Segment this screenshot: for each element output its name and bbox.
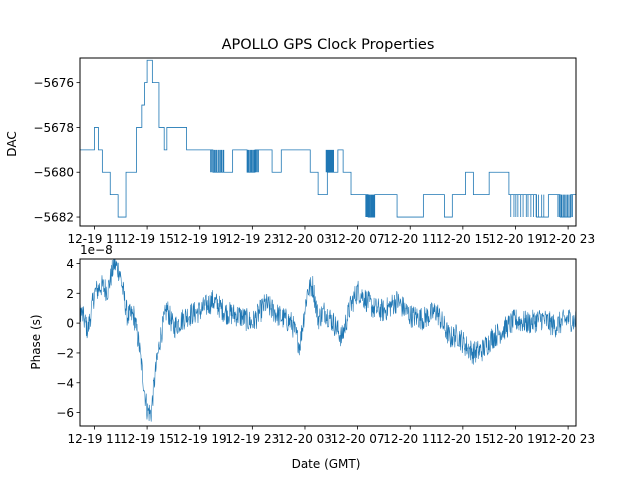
dac-dither-segment — [210, 149, 225, 173]
phase-y-tick-label: −4 — [56, 376, 74, 390]
dac-x-tick-label: 12-20 23 — [541, 232, 595, 246]
dac-y-axis-label: DAC — [5, 131, 19, 156]
dac-x-tick-label: 12-20 15 — [436, 232, 490, 246]
phase-y-tick-label: −6 — [56, 406, 74, 420]
phase-y-tick-label: 4 — [66, 257, 74, 271]
phase-series — [79, 258, 577, 422]
dac-plot-frame — [79, 57, 577, 227]
dac-line — [80, 59, 577, 218]
dac-x-tick-label: 12-20 11 — [383, 232, 437, 246]
dac-subplot: APOLLO GPS Clock Properties −5676−5678−5… — [5, 37, 595, 246]
phase-x-tick-label: 12-20 11 — [383, 432, 437, 446]
dac-y-tick-label: −5676 — [33, 76, 74, 90]
phase-x-tick-label: 12-20 03 — [278, 432, 332, 446]
dac-x-tick-label: 12-19 19 — [173, 232, 227, 246]
dac-dither-segment — [510, 194, 545, 218]
dac-x-tick-label: 12-19 15 — [120, 232, 174, 246]
phase-x-tick-label: 12-19 15 — [120, 432, 174, 446]
phase-line — [79, 258, 577, 422]
phase-y-tick-label: 2 — [66, 287, 74, 301]
dac-y-tick-label: −5682 — [33, 211, 74, 225]
dac-x-tick-label: 12-19 11 — [67, 232, 121, 246]
dac-dither-segment — [325, 149, 334, 173]
dac-y-axis: −5676 −5678 −5680 −5682 — [33, 76, 80, 225]
phase-y-axis-label: Phase (s) — [29, 314, 43, 369]
phase-x-tick-label: 12-20 07 — [331, 432, 385, 446]
phase-plot-frame — [79, 258, 577, 427]
dac-y-tick-label: −5678 — [33, 121, 74, 135]
dac-x-tick-label: 12-19 23 — [225, 232, 279, 246]
dac-dither-segment — [557, 194, 573, 218]
dac-series — [80, 59, 577, 218]
chart-title: APOLLO GPS Clock Properties — [222, 37, 435, 53]
phase-x-tick-label: 12-20 15 — [436, 432, 490, 446]
dac-y-tick-label: −5680 — [33, 166, 74, 180]
dac-dither-segment — [365, 194, 375, 218]
phase-x-axis-label: Date (GMT) — [292, 457, 361, 471]
dac-x-tick-label: 12-20 07 — [331, 232, 385, 246]
dac-x-tick-label: 12-20 19 — [489, 232, 543, 246]
phase-y-axis: 4 2 0 −2 −4 −6 — [56, 257, 80, 420]
phase-x-tick-label: 12-20 19 — [489, 432, 543, 446]
phase-x-tick-label: 12-19 19 — [173, 432, 227, 446]
phase-y-tick-label: 0 — [66, 317, 74, 331]
phase-y-tick-label: −2 — [56, 346, 74, 360]
dac-x-tick-label: 12-20 03 — [278, 232, 332, 246]
phase-x-tick-label: 12-19 11 — [67, 432, 121, 446]
phase-x-tick-label: 12-20 23 — [541, 432, 595, 446]
dac-dither-segment — [246, 149, 259, 173]
phase-x-tick-label: 12-19 23 — [225, 432, 279, 446]
phase-offset-label: 1e−8 — [80, 243, 113, 257]
